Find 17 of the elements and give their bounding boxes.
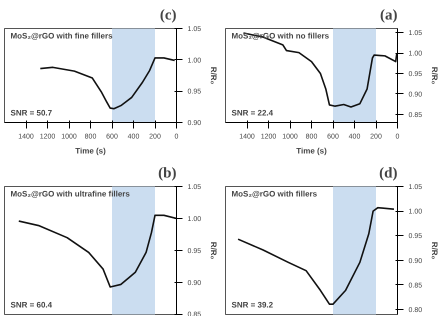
chart-title: (b): [158, 166, 177, 182]
y-axis-title: R/R₀: [209, 242, 218, 260]
annotation: SNR = 50.7: [10, 108, 53, 118]
annotation: SNR = 39.2: [232, 300, 274, 310]
annotation: MoS₂@rGO with ultrafine fillers: [10, 190, 130, 198]
annotation: MoS₂@rGO with fillers: [232, 190, 318, 198]
chart-title: (d): [379, 166, 398, 182]
x-axis-title: Time (s): [296, 146, 328, 156]
annotation: SNR = 22.4: [232, 108, 274, 118]
annotation: SNR = 60.4: [10, 300, 53, 310]
chart-title: (a): [380, 8, 398, 24]
y-axis-title: R/R₀: [430, 66, 440, 85]
y-axis-title: R/R₀: [209, 66, 218, 85]
y-axis-title: R/R₀: [430, 242, 440, 260]
annotation: MoS₂@rGO with fine fillers: [10, 32, 114, 40]
chart-title: (c): [160, 8, 177, 24]
x-axis-title: Time (s): [75, 146, 106, 156]
